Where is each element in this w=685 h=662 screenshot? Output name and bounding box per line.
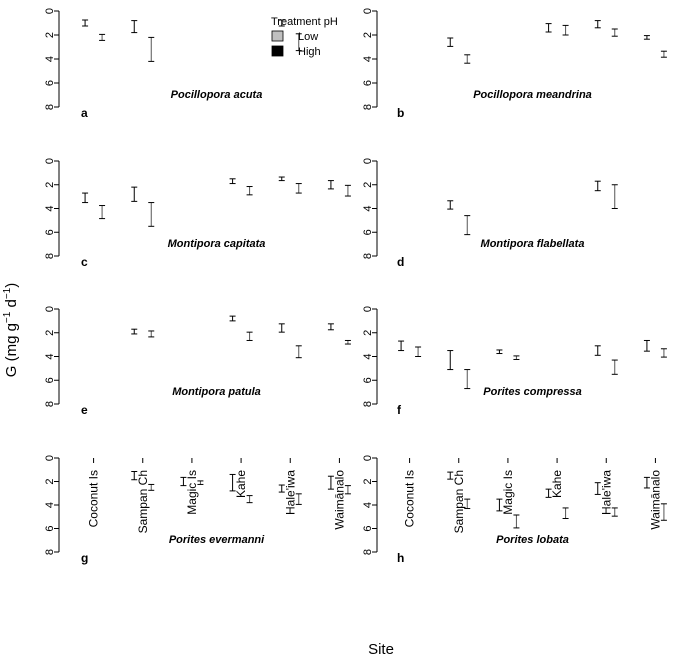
y-tick-label: 8 xyxy=(362,104,374,110)
y-tick-label: 4 xyxy=(362,205,374,211)
panel-title: Porites evermanni xyxy=(169,534,265,546)
y-tick-label: 4 xyxy=(362,56,374,62)
y-tick-label: 0 xyxy=(362,8,374,14)
panel-f: 0 2 4 6 8 f Porites compressa xyxy=(362,306,667,417)
y-tick-label: 8 xyxy=(44,549,56,555)
x-axis-label: Site xyxy=(368,641,394,658)
y-tick-label: 6 xyxy=(362,229,374,235)
y-tick-label: 6 xyxy=(362,80,374,86)
x-tick-label: Magic Is xyxy=(185,470,199,515)
y-tick-label: 0 xyxy=(44,306,56,312)
x-tick-label: Hale'iwa xyxy=(283,470,297,515)
y-tick-label: 4 xyxy=(362,502,374,508)
y-tick-label: 4 xyxy=(44,353,56,359)
panel-letter: h xyxy=(397,551,404,565)
y-axis-label: G (mg g−1 d−1) xyxy=(2,283,20,378)
panel-letter: d xyxy=(397,255,404,269)
y-tick-label: 8 xyxy=(362,401,374,407)
y-tick-label: 6 xyxy=(44,229,56,235)
panel-letter: g xyxy=(81,551,88,565)
panel-title: Montipora flabellata xyxy=(481,238,585,250)
y-tick-label: 2 xyxy=(362,182,374,188)
x-tick-label: Waimānalo xyxy=(648,470,662,530)
x-tick-label: Hale'iwa xyxy=(599,470,613,515)
y-tick-label: 2 xyxy=(44,330,56,336)
x-tick-label: Kahe xyxy=(234,470,248,498)
legend-label: High xyxy=(298,46,321,58)
legend-swatch-high xyxy=(271,45,284,57)
y-tick-label: 4 xyxy=(362,353,374,359)
legend: Treatment pH Low High xyxy=(271,16,338,58)
y-tick-label: 2 xyxy=(44,478,56,484)
y-tick-label: 0 xyxy=(44,8,56,14)
panels: 0 2 4 6 8 a Pocillopora acuta 0 2 4 6 8 b Pocillopora… xyxy=(44,8,667,565)
panel-title: Porites compressa xyxy=(483,386,581,398)
panel-title: Montipora capitata xyxy=(168,238,266,250)
y-tick-label: 8 xyxy=(44,104,56,110)
panel-h: 0 2 4 6 8 h Porites lobata Coconut Is Sampan Ch M… xyxy=(362,455,667,565)
y-tick-label: 2 xyxy=(44,182,56,188)
panel-letter: e xyxy=(81,403,88,417)
panel-title: Montipora patula xyxy=(172,386,261,398)
y-tick-label: 6 xyxy=(44,525,56,531)
y-tick-label: 0 xyxy=(362,158,374,164)
y-tick-label: 4 xyxy=(44,205,56,211)
panel-title: Porites lobata xyxy=(496,534,569,546)
panel-d: 0 2 4 6 8 d Montipora flabellata xyxy=(362,158,618,269)
x-tick-label: Waimānalo xyxy=(332,470,346,530)
y-tick-label: 2 xyxy=(44,32,56,38)
panel-b: 0 2 4 6 8 b Pocillopora meandrina xyxy=(362,8,667,120)
y-tick-label: 4 xyxy=(44,56,56,62)
legend-label: Low xyxy=(298,31,318,43)
y-tick-label: 8 xyxy=(362,549,374,555)
y-tick-label: 8 xyxy=(362,253,374,259)
y-tick-label: 2 xyxy=(362,32,374,38)
panel-letter: c xyxy=(81,255,88,269)
y-tick-label: 0 xyxy=(44,158,56,164)
panel-c: 0 2 4 6 8 c Montipora capitata xyxy=(44,158,351,269)
y-tick-label: 0 xyxy=(44,455,56,461)
x-tick-label: Sampan Ch xyxy=(136,470,150,533)
x-tick-label: Coconut Is xyxy=(87,470,101,527)
x-tick-label: Magic Is xyxy=(501,470,515,515)
panel-a: 0 2 4 6 8 a Pocillopora acuta xyxy=(44,8,302,120)
y-tick-label: 0 xyxy=(362,455,374,461)
y-tick-label: 6 xyxy=(44,377,56,383)
y-tick-label: 8 xyxy=(44,253,56,259)
y-tick-label: 0 xyxy=(362,306,374,312)
panel-letter: a xyxy=(81,106,88,120)
y-tick-label: 8 xyxy=(44,401,56,407)
y-tick-label: 4 xyxy=(44,502,56,508)
y-tick-label: 2 xyxy=(362,330,374,336)
legend-title: Treatment pH xyxy=(271,16,338,28)
panel-title: Pocillopora acuta xyxy=(171,89,263,101)
x-tick-label: Kahe xyxy=(550,470,564,498)
x-tick-label: Coconut Is xyxy=(403,470,417,527)
panel-e: 0 2 4 6 8 e Montipora patula xyxy=(44,306,351,417)
panel-g: 0 2 4 6 8 g Porites evermanni Coconut Is Sampan … xyxy=(44,455,351,565)
panel-letter: b xyxy=(397,106,404,120)
y-tick-label: 6 xyxy=(44,80,56,86)
legend-swatch-low xyxy=(271,30,284,42)
x-tick-label: Sampan Ch xyxy=(452,470,466,533)
y-tick-label: 6 xyxy=(362,525,374,531)
y-tick-label: 2 xyxy=(362,478,374,484)
panel-title: Pocillopora meandrina xyxy=(473,89,592,101)
panel-letter: f xyxy=(397,403,402,417)
y-tick-label: 6 xyxy=(362,377,374,383)
